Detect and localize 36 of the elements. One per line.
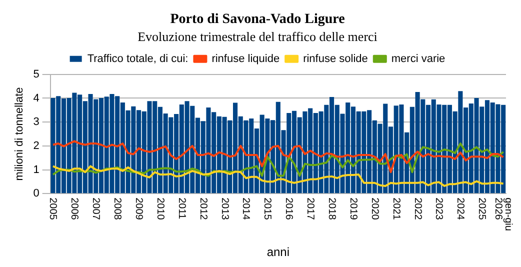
x-tick-label: 2018: [326, 198, 338, 220]
x-tick-label: 2024: [454, 198, 466, 220]
x-tick-label: 2019: [347, 198, 358, 220]
x-tick-label: 2007: [90, 198, 102, 220]
x-tick-label: 2013: [218, 198, 230, 220]
y-tick-label: 1: [33, 164, 40, 176]
x-tick-label: 2012: [197, 198, 208, 220]
x-tick-label: 2022: [412, 198, 423, 220]
x-tick-label: 2008: [112, 198, 123, 220]
x-tick-label: gen-giu 2026: [492, 198, 514, 231]
x-tick-label: 2009: [133, 198, 144, 220]
x-tick-label: 2015: [262, 198, 273, 220]
x-tick-label: 2021: [390, 198, 402, 220]
x-tick-label: 2025: [476, 198, 488, 220]
x-tick-label: 2014: [240, 198, 252, 220]
legend-label: Traffico totale, di cui:: [87, 52, 188, 65]
legend-label: rinfuse liquide: [212, 52, 280, 65]
x-tick-label: 2006: [68, 198, 80, 220]
x-tick-label: 2010: [154, 198, 166, 220]
legend-label: rinfuse solide: [303, 52, 368, 65]
x-tick-label: 2016: [283, 198, 294, 220]
y-tick-label: 0: [33, 188, 40, 200]
y-tick-label: 5: [33, 68, 40, 80]
x-tick-label: 2017: [304, 198, 316, 220]
x-tick-label: 2011: [176, 198, 187, 220]
y-tick-label: 4: [33, 92, 40, 104]
y-axis-title: milioni di tonnellate: [14, 87, 26, 181]
x-tick-label: 2020: [368, 198, 380, 220]
legend-label: merci varie: [391, 52, 446, 65]
chart-title: Porto di Savona-Vado Ligure: [170, 12, 345, 28]
chart-subtitle: Evoluzione trimestrale del traffico delle merci: [138, 29, 378, 44]
y-tick-label: 3: [33, 116, 40, 128]
x-tick-label: 2023: [433, 198, 444, 220]
x-axis-title: anni: [266, 245, 290, 260]
x-tick-label: 2005: [47, 198, 58, 220]
y-tick-label: 2: [33, 140, 40, 152]
